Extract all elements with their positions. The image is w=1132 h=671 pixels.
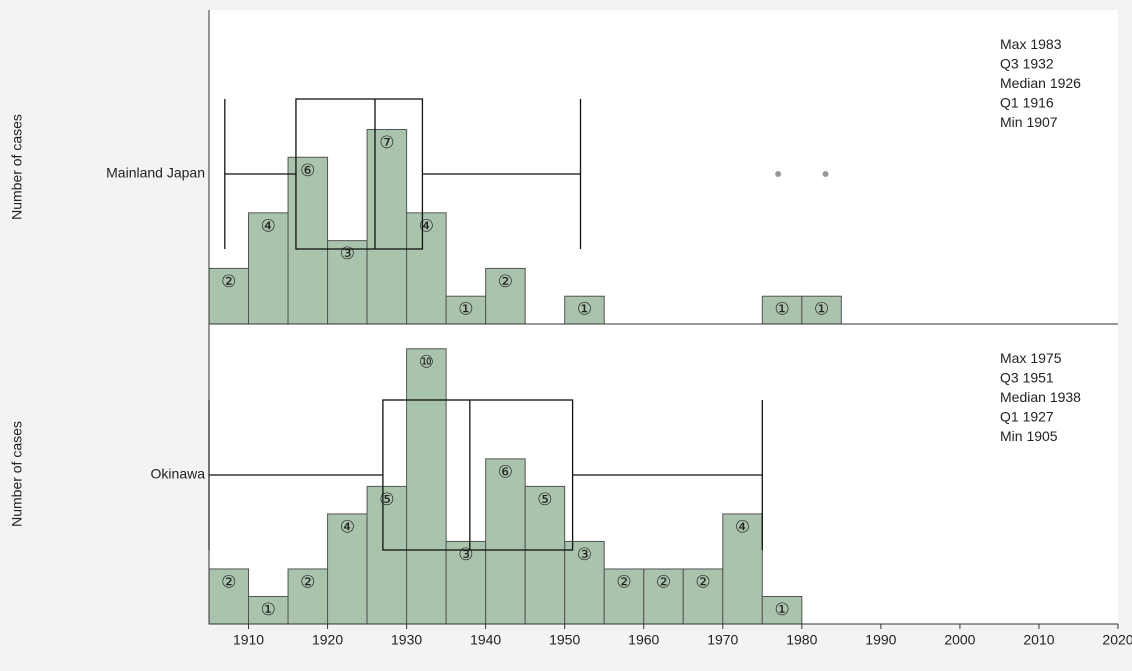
x-tick-label: 1950: [549, 632, 580, 648]
stat-label: Median: [1000, 389, 1046, 405]
data-label: ⑦: [379, 133, 394, 152]
stat-label: Max: [1000, 350, 1026, 366]
stat-value: 1932: [1023, 55, 1054, 71]
stat-text: Min 1905: [1000, 428, 1058, 444]
data-label: ③: [340, 244, 355, 263]
bar: [208, 267, 250, 325]
stat-text: Q3 1951: [1000, 369, 1054, 385]
bar: [327, 240, 368, 325]
stat-text: Min 1907: [1000, 114, 1058, 130]
data-label: ⑩: [419, 352, 434, 371]
bar: [564, 295, 605, 325]
bar: [761, 295, 803, 325]
stat-label: Q3: [1000, 55, 1019, 71]
data-label: ⑤: [379, 490, 394, 509]
stat-text: Q1 1927: [1000, 408, 1054, 424]
data-label: ③: [577, 545, 592, 564]
x-tick-label: 2010: [1023, 632, 1054, 648]
bar: [366, 485, 408, 625]
stat-label: Q1: [1000, 94, 1019, 110]
stat-label: Max: [1000, 36, 1026, 52]
data-label: ③: [458, 545, 473, 564]
data-label: ①: [577, 300, 592, 319]
stat-value: 1916: [1023, 94, 1054, 110]
data-label: ④: [261, 216, 276, 235]
data-label: ②: [695, 572, 710, 591]
x-tick-label: 1910: [233, 632, 264, 648]
data-label: ②: [656, 572, 671, 591]
stat-label: Q3: [1000, 369, 1019, 385]
x-tick-label: 1980: [786, 632, 817, 648]
x-tick-label: 1920: [312, 632, 343, 648]
data-label: ②: [221, 572, 236, 591]
bar: [208, 568, 250, 625]
data-label: ⑥: [498, 462, 513, 481]
x-tick-label: 1940: [470, 632, 501, 648]
stat-label: Median: [1000, 75, 1046, 91]
x-tick-label: 2020: [1102, 632, 1132, 648]
stat-label: Q1: [1000, 408, 1019, 424]
bar: [524, 485, 566, 625]
stat-value: 1983: [1030, 36, 1061, 52]
stat-value: 1907: [1026, 114, 1057, 130]
stat-text: Median 1938: [1000, 389, 1081, 405]
outlier: [822, 171, 829, 177]
stat-text: Median 1926: [1000, 75, 1081, 91]
category-label: Okinawa: [151, 466, 206, 482]
data-label: ①: [814, 300, 829, 319]
bar: [485, 458, 526, 625]
y-axis-label: Number of cases: [9, 114, 25, 220]
stat-value: 1951: [1023, 369, 1054, 385]
bar: [287, 568, 329, 625]
data-label: ①: [458, 300, 473, 319]
stat-label: Min: [1000, 114, 1023, 130]
x-tick-label: 2000: [944, 632, 975, 648]
bar: [287, 156, 329, 325]
bar: [445, 540, 487, 625]
bar: [406, 348, 447, 625]
stat-value: 1938: [1050, 389, 1081, 405]
bar: [682, 568, 724, 625]
bar: [327, 513, 368, 625]
x-tick-label: 1970: [707, 632, 738, 648]
stat-text: Q3 1932: [1000, 55, 1054, 71]
category-label: Mainland Japan: [106, 165, 205, 181]
stat-value: 1926: [1050, 75, 1081, 91]
stat-value: 1905: [1026, 428, 1057, 444]
y-axis-label: Number of cases: [9, 421, 25, 527]
stat-text: Max 1975: [1000, 350, 1062, 366]
x-tick-label: 1990: [865, 632, 896, 648]
x-tick-label: 1930: [391, 632, 422, 648]
data-label: ④: [419, 216, 434, 235]
data-label: ①: [774, 300, 789, 319]
data-label: ④: [735, 517, 750, 536]
stat-text: Q1 1916: [1000, 94, 1054, 110]
stat-text: Max 1983: [1000, 36, 1062, 52]
data-label: ②: [300, 572, 315, 591]
stat-value: 1927: [1023, 408, 1054, 424]
outlier: [775, 171, 782, 177]
bar: [248, 212, 289, 325]
data-label: ②: [498, 272, 513, 291]
x-tick-label: 1960: [628, 632, 659, 648]
data-label: ④: [340, 517, 355, 536]
data-label: ⑤: [537, 490, 552, 509]
bar: [801, 295, 842, 325]
bar: [761, 595, 803, 625]
data-label: ⑥: [300, 161, 315, 180]
data-label: ②: [221, 272, 236, 291]
data-label: ①: [774, 600, 789, 619]
data-label: ①: [261, 600, 276, 619]
stat-label: Min: [1000, 428, 1023, 444]
bar: [603, 568, 645, 625]
bar: [366, 128, 408, 325]
data-label: ②: [616, 572, 631, 591]
stat-value: 1975: [1030, 350, 1061, 366]
